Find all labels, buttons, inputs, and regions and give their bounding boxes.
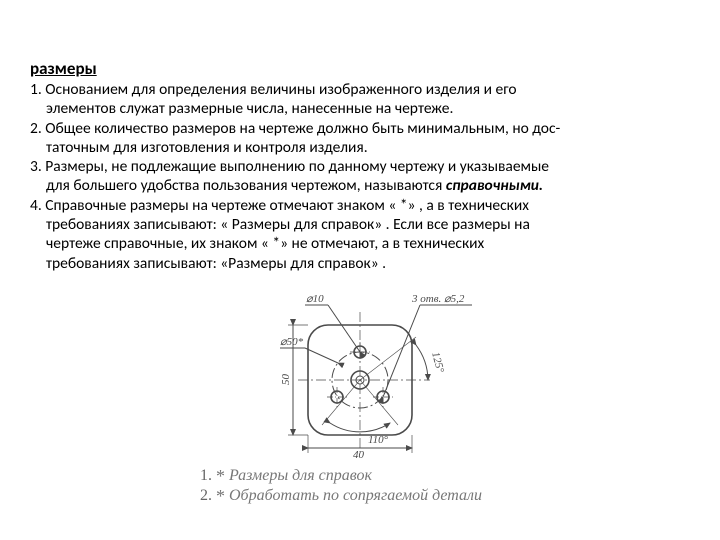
caption-1: 1. * Размеры для справок [30, 465, 690, 485]
asterisk-icon: * [216, 466, 225, 486]
svg-text:⌀10: ⌀10 [306, 293, 324, 305]
svg-text:50: 50 [280, 373, 292, 385]
para-3-line-1: 3. Размеры, не подлежащие выполнению по … [30, 158, 690, 176]
para-4-line-1: 4. Справочные размеры на чертеже отмечаю… [30, 197, 690, 215]
para-4-line-2: требованиях записывают: « Размеры для сп… [30, 216, 690, 234]
para-4-line-4: требованиях записывают: «Размеры для спр… [30, 255, 690, 273]
caption-1-text: Размеры для справок [229, 467, 372, 484]
caption-2: 2. * Обработать по сопрягаемой детали [30, 485, 690, 505]
para-3-plain: для большего удобства пользования чертеж… [46, 176, 446, 195]
caption-2-text: Обработать по сопрягаемой детали [229, 487, 482, 504]
para-3-line-2: для большего удобства пользования чертеж… [30, 177, 690, 195]
para-2-line-1: 2. Общее количество размеров на чертеже … [30, 120, 690, 138]
title: размеры [30, 58, 690, 79]
technical-drawing: ⌀10 3 отв. ⌀5,2 ⌀50* 125° 110° 50 40 [210, 285, 510, 460]
svg-text:110°: 110° [368, 434, 389, 446]
asterisk-icon: * [216, 486, 225, 506]
caption-2-num: 2. [200, 487, 212, 504]
para-3-ital: справочными. [446, 176, 543, 195]
para-1-line-1: 1. Основанием для определения величины и… [30, 81, 690, 99]
svg-text:40: 40 [353, 449, 365, 460]
para-2-line-2: таточным для изготовления и контроля изд… [30, 139, 690, 157]
svg-text:3 отв. ⌀5,2: 3 отв. ⌀5,2 [411, 293, 465, 305]
para-1-line-2: элементов служат размерные числа, нанесе… [30, 100, 690, 118]
svg-text:⌀50*: ⌀50* [280, 336, 304, 348]
svg-text:125°: 125° [429, 350, 446, 374]
para-4-line-3: чертеже справочные, их знаком « *» не от… [30, 235, 690, 253]
caption-1-num: 1. [200, 467, 212, 484]
